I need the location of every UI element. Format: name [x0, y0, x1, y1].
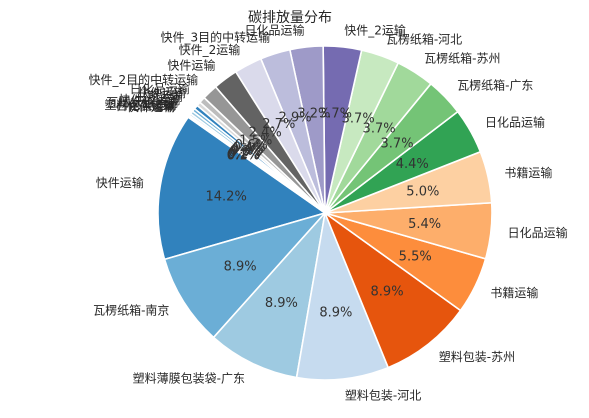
- slice-category-label: 日化品运输: [508, 225, 568, 240]
- chart-title: 碳排放量分布: [248, 10, 332, 26]
- slice-category-label: 瓦楞纸箱-苏州: [424, 50, 500, 65]
- slice-percent-label: 8.9%: [265, 296, 298, 311]
- slice-percent-label: 0.3%: [230, 144, 263, 159]
- percent-labels: 14.2% 8.9% 8.9% 8.9% 8.9% 5.5% 5.4% 5.0% 4.4% 3.7…: [206, 106, 442, 320]
- slice-category-label: 快件运输: [138, 85, 186, 100]
- slice-percent-label: 0.1%: [227, 148, 260, 163]
- slice-category-label: 瓦楞纸箱-广东: [457, 77, 533, 92]
- pie-slice: [323, 210, 462, 369]
- slice-category-label: 日化品运输: [130, 81, 190, 96]
- pie-slice: [187, 115, 326, 214]
- slice-category-label: 日化品运输: [245, 22, 305, 37]
- slice-percent-label: 4.4%: [396, 157, 429, 172]
- slice-category-label: 日化品运输: [485, 115, 545, 130]
- slice-category-label: 塑料包装-河北: [345, 388, 421, 403]
- slice-percent-label: 3.2%: [297, 106, 330, 121]
- slice-percent-label: 0.2%: [228, 147, 261, 162]
- slice-percent-label: 3.7%: [319, 106, 352, 121]
- pie-slices: [157, 45, 493, 381]
- slice-category-label: 快件_2运输: [179, 42, 241, 57]
- slice-category-label: 书籍运输: [490, 285, 538, 300]
- slice-percent-label: 2.9%: [279, 110, 312, 125]
- slice-category-label: 日化品运输: [116, 98, 176, 113]
- slice-category-label: 书籍运输: [504, 165, 552, 180]
- pie-slice: [295, 210, 390, 381]
- slice-percent-label: 0.4%: [231, 143, 264, 158]
- slice-percent-label: 8.9%: [224, 259, 257, 274]
- slice-category-label: 快件运输: [127, 99, 175, 114]
- slice-category-label: 瓦楞纸箱运输: [106, 94, 178, 109]
- slice-percent-label: 5.0%: [406, 184, 439, 199]
- slice-percent-label: 0.3%: [228, 146, 261, 161]
- slice-percent-label: 2.7%: [262, 117, 295, 132]
- pie-slice: [163, 211, 328, 339]
- category-labels: 快件运输瓦楞纸箱-南京塑料薄膜包装袋-广东塑料包装-河北塑料包装-苏州书籍运输日…: [89, 22, 568, 402]
- slice-percent-label: 8.9%: [371, 285, 404, 300]
- pie-slice: [212, 210, 327, 379]
- pie-slice: [157, 116, 327, 261]
- slice-percent-label: 5.5%: [399, 250, 432, 265]
- slice-percent-label: 0.4%: [233, 141, 266, 156]
- slice-category-label: 快件运输: [96, 175, 144, 190]
- slice-percent-label: 14.2%: [206, 190, 247, 205]
- slice-percent-label: 2.4%: [249, 126, 282, 141]
- slice-percent-label: 1.5%: [239, 134, 272, 149]
- slice-percent-label: 5.4%: [408, 217, 441, 232]
- slice-percent-label: 0.1%: [227, 148, 260, 163]
- slice-category-label: 快件_2运输: [344, 22, 406, 37]
- slice-category-label: 塑料包装运输: [105, 97, 177, 112]
- slice-category-label: 书籍运输: [135, 89, 183, 104]
- slice-percent-label: 3.7%: [381, 136, 414, 151]
- slice-category-label: 快件_2目的中转运输: [89, 72, 199, 87]
- slice-category-label: 塑料包装-苏州: [439, 349, 515, 364]
- slice-category-label: 塑料薄膜包装袋-广东: [133, 370, 245, 385]
- slice-category-label: 快件运输: [167, 58, 215, 73]
- slice-category-label: 瓦楞纸箱-河北: [386, 32, 462, 47]
- slice-percent-label: 8.9%: [319, 306, 352, 321]
- slice-category-label: 快件_2运输: [119, 92, 181, 107]
- slice-percent-label: 3.7%: [342, 111, 375, 126]
- slice-percent-label: 3.7%: [363, 122, 396, 137]
- slice-category-label: 瓦楞纸箱-南京: [93, 303, 169, 318]
- slice-percent-label: 0.6%: [235, 138, 268, 153]
- slice-category-label: 快件_3目的中转运输: [160, 30, 270, 45]
